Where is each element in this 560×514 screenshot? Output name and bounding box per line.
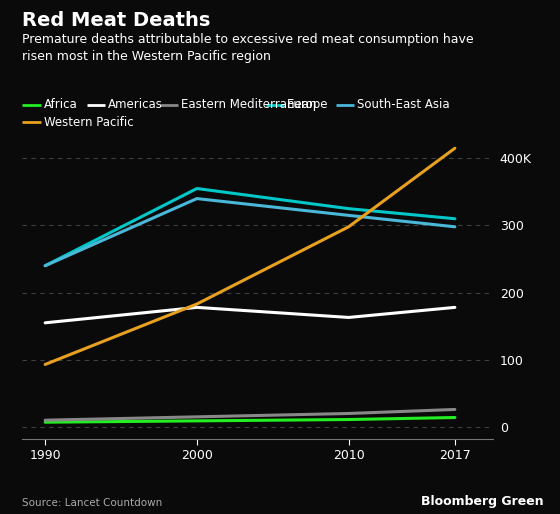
Text: South-East Asia: South-East Asia bbox=[357, 98, 450, 112]
Text: Red Meat Deaths: Red Meat Deaths bbox=[22, 11, 211, 30]
Text: Eastern Mediterranean: Eastern Mediterranean bbox=[181, 98, 316, 112]
Text: Premature deaths attributable to excessive red meat consumption have
risen most : Premature deaths attributable to excessi… bbox=[22, 33, 474, 63]
Text: Africa: Africa bbox=[44, 98, 77, 112]
Text: Western Pacific: Western Pacific bbox=[44, 116, 133, 129]
Text: Bloomberg Green: Bloomberg Green bbox=[421, 495, 543, 508]
Text: Source: Lancet Countdown: Source: Lancet Countdown bbox=[22, 498, 162, 508]
Text: Europe: Europe bbox=[287, 98, 329, 112]
Text: Americas: Americas bbox=[108, 98, 163, 112]
